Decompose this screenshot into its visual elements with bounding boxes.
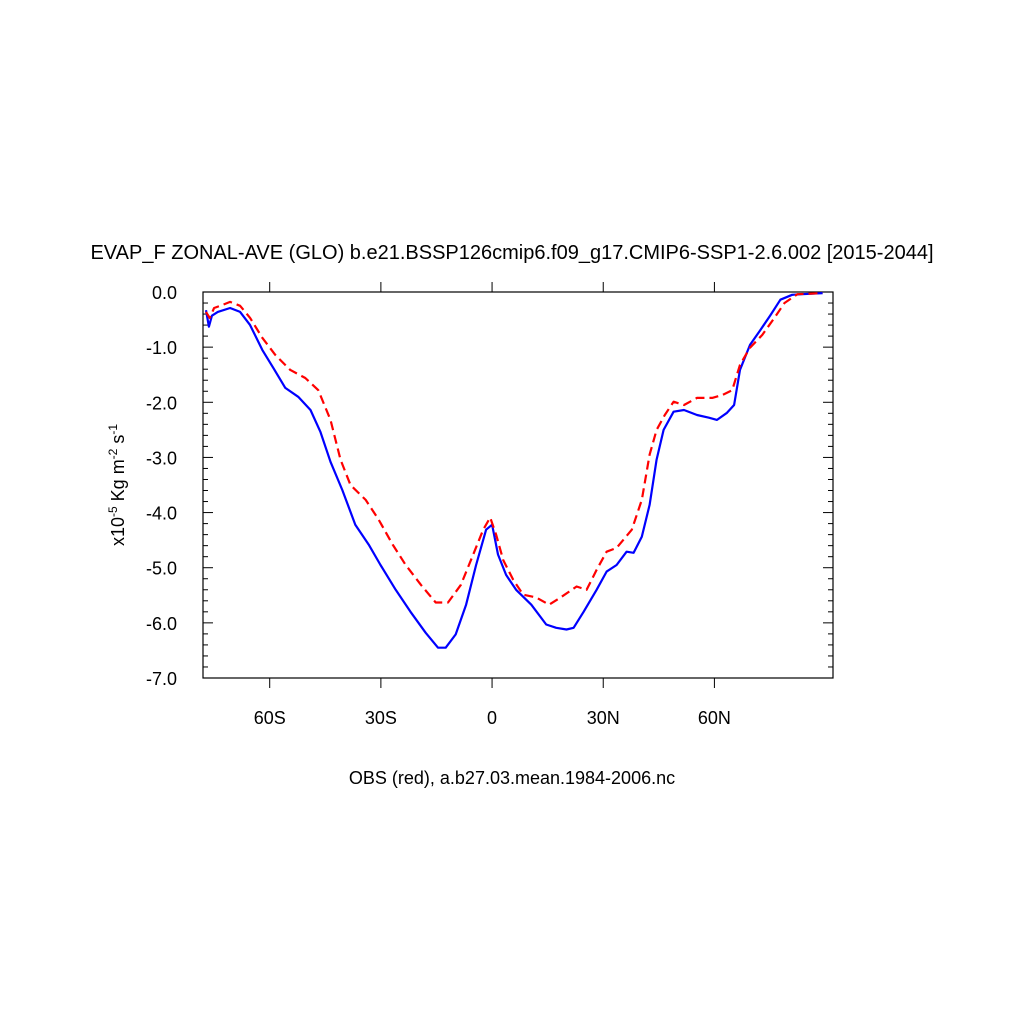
y-tick-label: -3.0 (146, 448, 177, 468)
series-line (205, 292, 823, 606)
x-axis-label: OBS (red), a.b27.03.mean.1984-2006.nc (349, 768, 675, 788)
chart-title: EVAP_F ZONAL-AVE (GLO) b.e21.BSSP126cmip… (90, 242, 933, 264)
y-axis-label-part: s (108, 435, 128, 449)
y-tick-label: -1.0 (146, 338, 177, 358)
y-axis-label: x10-5 Kg m-2 s-1 (106, 424, 128, 546)
y-axis-label-sup: -5 (106, 506, 120, 517)
y-axis-label-part: x10 (108, 517, 128, 546)
y-tick-label: -4.0 (146, 504, 177, 524)
y-axis-label-sup: -1 (106, 424, 120, 435)
y-tick-label: -2.0 (146, 393, 177, 413)
series-line (204, 292, 823, 649)
plot-frame (202, 291, 834, 679)
x-tick-label: 30N (587, 708, 620, 728)
y-axis-label-part: Kg m (108, 459, 128, 506)
x-tick-label: 60S (254, 708, 286, 728)
x-tick-label: 30S (365, 708, 397, 728)
y-axis-label-sup: -2 (106, 448, 120, 459)
y-tick-label: -5.0 (146, 559, 177, 579)
y-tick-label: -6.0 (146, 614, 177, 634)
y-tick-label: 0.0 (152, 283, 177, 303)
x-tick-label: 60N (698, 708, 731, 728)
y-tick-label: -7.0 (146, 669, 177, 689)
x-tick-label: 0 (487, 708, 497, 728)
